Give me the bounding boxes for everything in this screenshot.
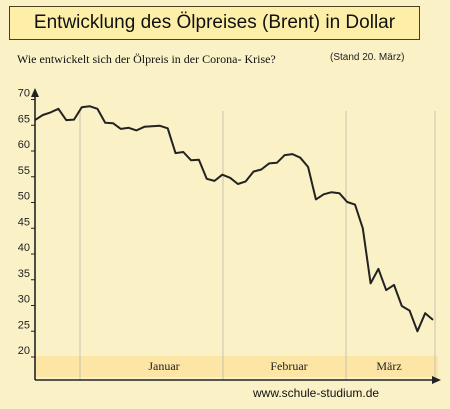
- y-tick-label: 45: [18, 216, 30, 228]
- chart-title: Entwicklung des Ölpreises (Brent) in Dol…: [9, 6, 420, 40]
- y-tick-label: 55: [18, 165, 30, 177]
- y-tick-label: 40: [18, 242, 30, 254]
- month-band: [35, 356, 438, 377]
- y-tick-label: 60: [18, 139, 30, 151]
- month-label-januar: Januar: [148, 359, 179, 373]
- y-tick-label: 70: [18, 88, 30, 100]
- y-tick-label: 50: [18, 191, 30, 203]
- chart-subtitle: Wie entwickelt sich der Ölpreis in der C…: [17, 52, 276, 66]
- month-label-februar: Februar: [270, 359, 307, 373]
- y-tick-label: 30: [18, 294, 30, 306]
- y-tick-label: 35: [18, 268, 30, 280]
- y-axis-labels: 20 25 30 35 40 45 50 55 60 65 70: [18, 88, 30, 358]
- date-note: (Stand 20. März): [330, 52, 405, 63]
- y-tick-label: 25: [18, 319, 30, 331]
- source-url[interactable]: www.schule-studium.de: [253, 386, 380, 400]
- y-axis-arrow: [31, 88, 39, 97]
- y-tick-label: 65: [18, 113, 30, 125]
- x-axis-arrow: [432, 376, 441, 384]
- month-label-maerz: März: [376, 359, 401, 373]
- y-tick-label: 20: [18, 345, 30, 357]
- price-line: [34, 105, 434, 333]
